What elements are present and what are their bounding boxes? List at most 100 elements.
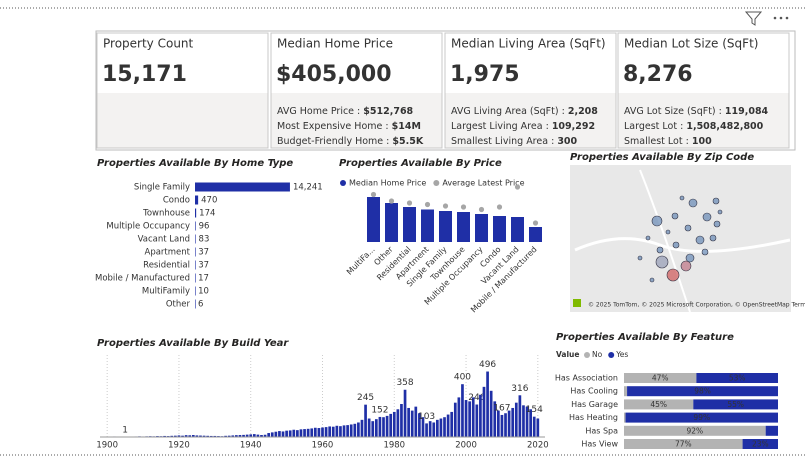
- detail-value: 119,084: [725, 106, 769, 117]
- card-value: 8,276: [623, 62, 693, 87]
- legend-label: Median Home Price: [349, 179, 426, 188]
- bar: [195, 247, 196, 257]
- bar: [224, 435, 227, 437]
- bar-segment: [624, 412, 626, 423]
- bar: [195, 435, 199, 437]
- data-label: 37: [198, 261, 209, 271]
- card-details-bg: [97, 93, 268, 148]
- bar: [518, 395, 522, 437]
- bar: [296, 430, 299, 437]
- card-details-bg: [445, 93, 616, 148]
- detail-value: $14M: [392, 121, 421, 132]
- bar: [310, 428, 314, 437]
- bar: [529, 409, 532, 437]
- data-label: 6: [198, 300, 203, 310]
- data-label: 246: [468, 393, 485, 403]
- bar: [493, 401, 497, 437]
- card-detail: Most Expensive Home : $14M: [277, 121, 421, 132]
- data-label: 470: [201, 196, 217, 206]
- more-icon[interactable]: [773, 16, 789, 20]
- bar-segment: [765, 425, 778, 436]
- bar: [371, 421, 375, 437]
- dot: [514, 184, 521, 190]
- filter-icon[interactable]: [744, 11, 763, 26]
- bar: [453, 402, 457, 437]
- bar: [306, 428, 310, 437]
- data-label: 154: [526, 405, 543, 415]
- bar: [292, 429, 296, 437]
- card-detail: Largest Lot : 1,508,482,800: [624, 121, 764, 132]
- bar: [195, 234, 196, 244]
- bar: [349, 424, 353, 437]
- data-label: 47%: [652, 374, 669, 383]
- data-label: 77%: [675, 440, 692, 449]
- card-detail: Smallest Lot : 100: [624, 136, 712, 147]
- bar: [471, 397, 475, 437]
- bar-segment: [696, 373, 778, 383]
- bar-segment: [624, 373, 697, 383]
- bar: [432, 422, 436, 437]
- bar: [392, 411, 396, 437]
- bar: [421, 417, 425, 437]
- map-attribution: © 2025 TomTom, © 2025 Microsoft Corporat…: [588, 302, 805, 309]
- bar-segment: [693, 399, 778, 410]
- dot: [532, 220, 539, 226]
- data-label: 245: [357, 393, 374, 403]
- detail-label: Smallest Living Area :: [451, 136, 554, 147]
- bar: [206, 435, 210, 437]
- y-tick-label: Apartment: [145, 248, 191, 258]
- bar: [425, 423, 428, 437]
- data-label: 55%: [727, 400, 744, 409]
- bar: [378, 416, 382, 437]
- legend-label: No: [592, 350, 603, 359]
- card-details-bg: [618, 93, 789, 148]
- detail-label: Most Expensive Home :: [277, 121, 389, 132]
- detail-value: 109,292: [552, 121, 595, 132]
- y-tick-label: Has Heating: [569, 413, 618, 422]
- bar: [231, 435, 235, 437]
- bar: [407, 407, 410, 437]
- data-label: 23%: [752, 440, 769, 449]
- bar: [260, 435, 263, 437]
- y-tick-label: Has Garage: [571, 400, 618, 409]
- data-label: 103: [418, 412, 435, 422]
- bar: [489, 390, 493, 437]
- bar: [195, 260, 196, 270]
- bar: [457, 397, 461, 437]
- bar: [181, 435, 184, 437]
- bar: [274, 431, 278, 437]
- bar-segment: [627, 386, 778, 397]
- dot: [370, 191, 377, 198]
- card-detail: AVG Living Area (SqFt) : 2,208: [451, 106, 598, 117]
- bar: [414, 406, 418, 437]
- detail-value: $512,768: [363, 106, 413, 117]
- bar: [195, 273, 196, 283]
- y-tick-label: Has Association: [555, 374, 618, 383]
- bar: [461, 384, 464, 437]
- bar: [511, 407, 515, 437]
- y-tick-label: Single Family: [134, 183, 190, 193]
- bar: [529, 227, 542, 242]
- cards-frame: [95, 30, 796, 151]
- bar-segment: [624, 439, 743, 449]
- data-label: 17: [198, 274, 209, 284]
- y-tick-label: Has Spa: [585, 426, 618, 435]
- legend-title: Value: [556, 350, 579, 359]
- bar: [493, 216, 506, 242]
- bar: [303, 429, 306, 437]
- data-label: 53%: [729, 374, 746, 383]
- card-value: $405,000: [276, 62, 392, 87]
- data-label: 83: [199, 235, 210, 245]
- bar: [299, 429, 303, 437]
- bar-segment: [624, 386, 628, 397]
- dot: [424, 201, 431, 208]
- data-label: 10: [198, 287, 209, 297]
- y-tick-label: Vacant Land: [138, 235, 190, 245]
- bar: [475, 404, 479, 437]
- bar: [446, 414, 450, 437]
- bar: [457, 212, 470, 242]
- bar: [252, 434, 256, 437]
- bar: [238, 435, 242, 437]
- bar: [324, 427, 328, 437]
- detail-label: AVG Living Area (SqFt) :: [451, 106, 565, 117]
